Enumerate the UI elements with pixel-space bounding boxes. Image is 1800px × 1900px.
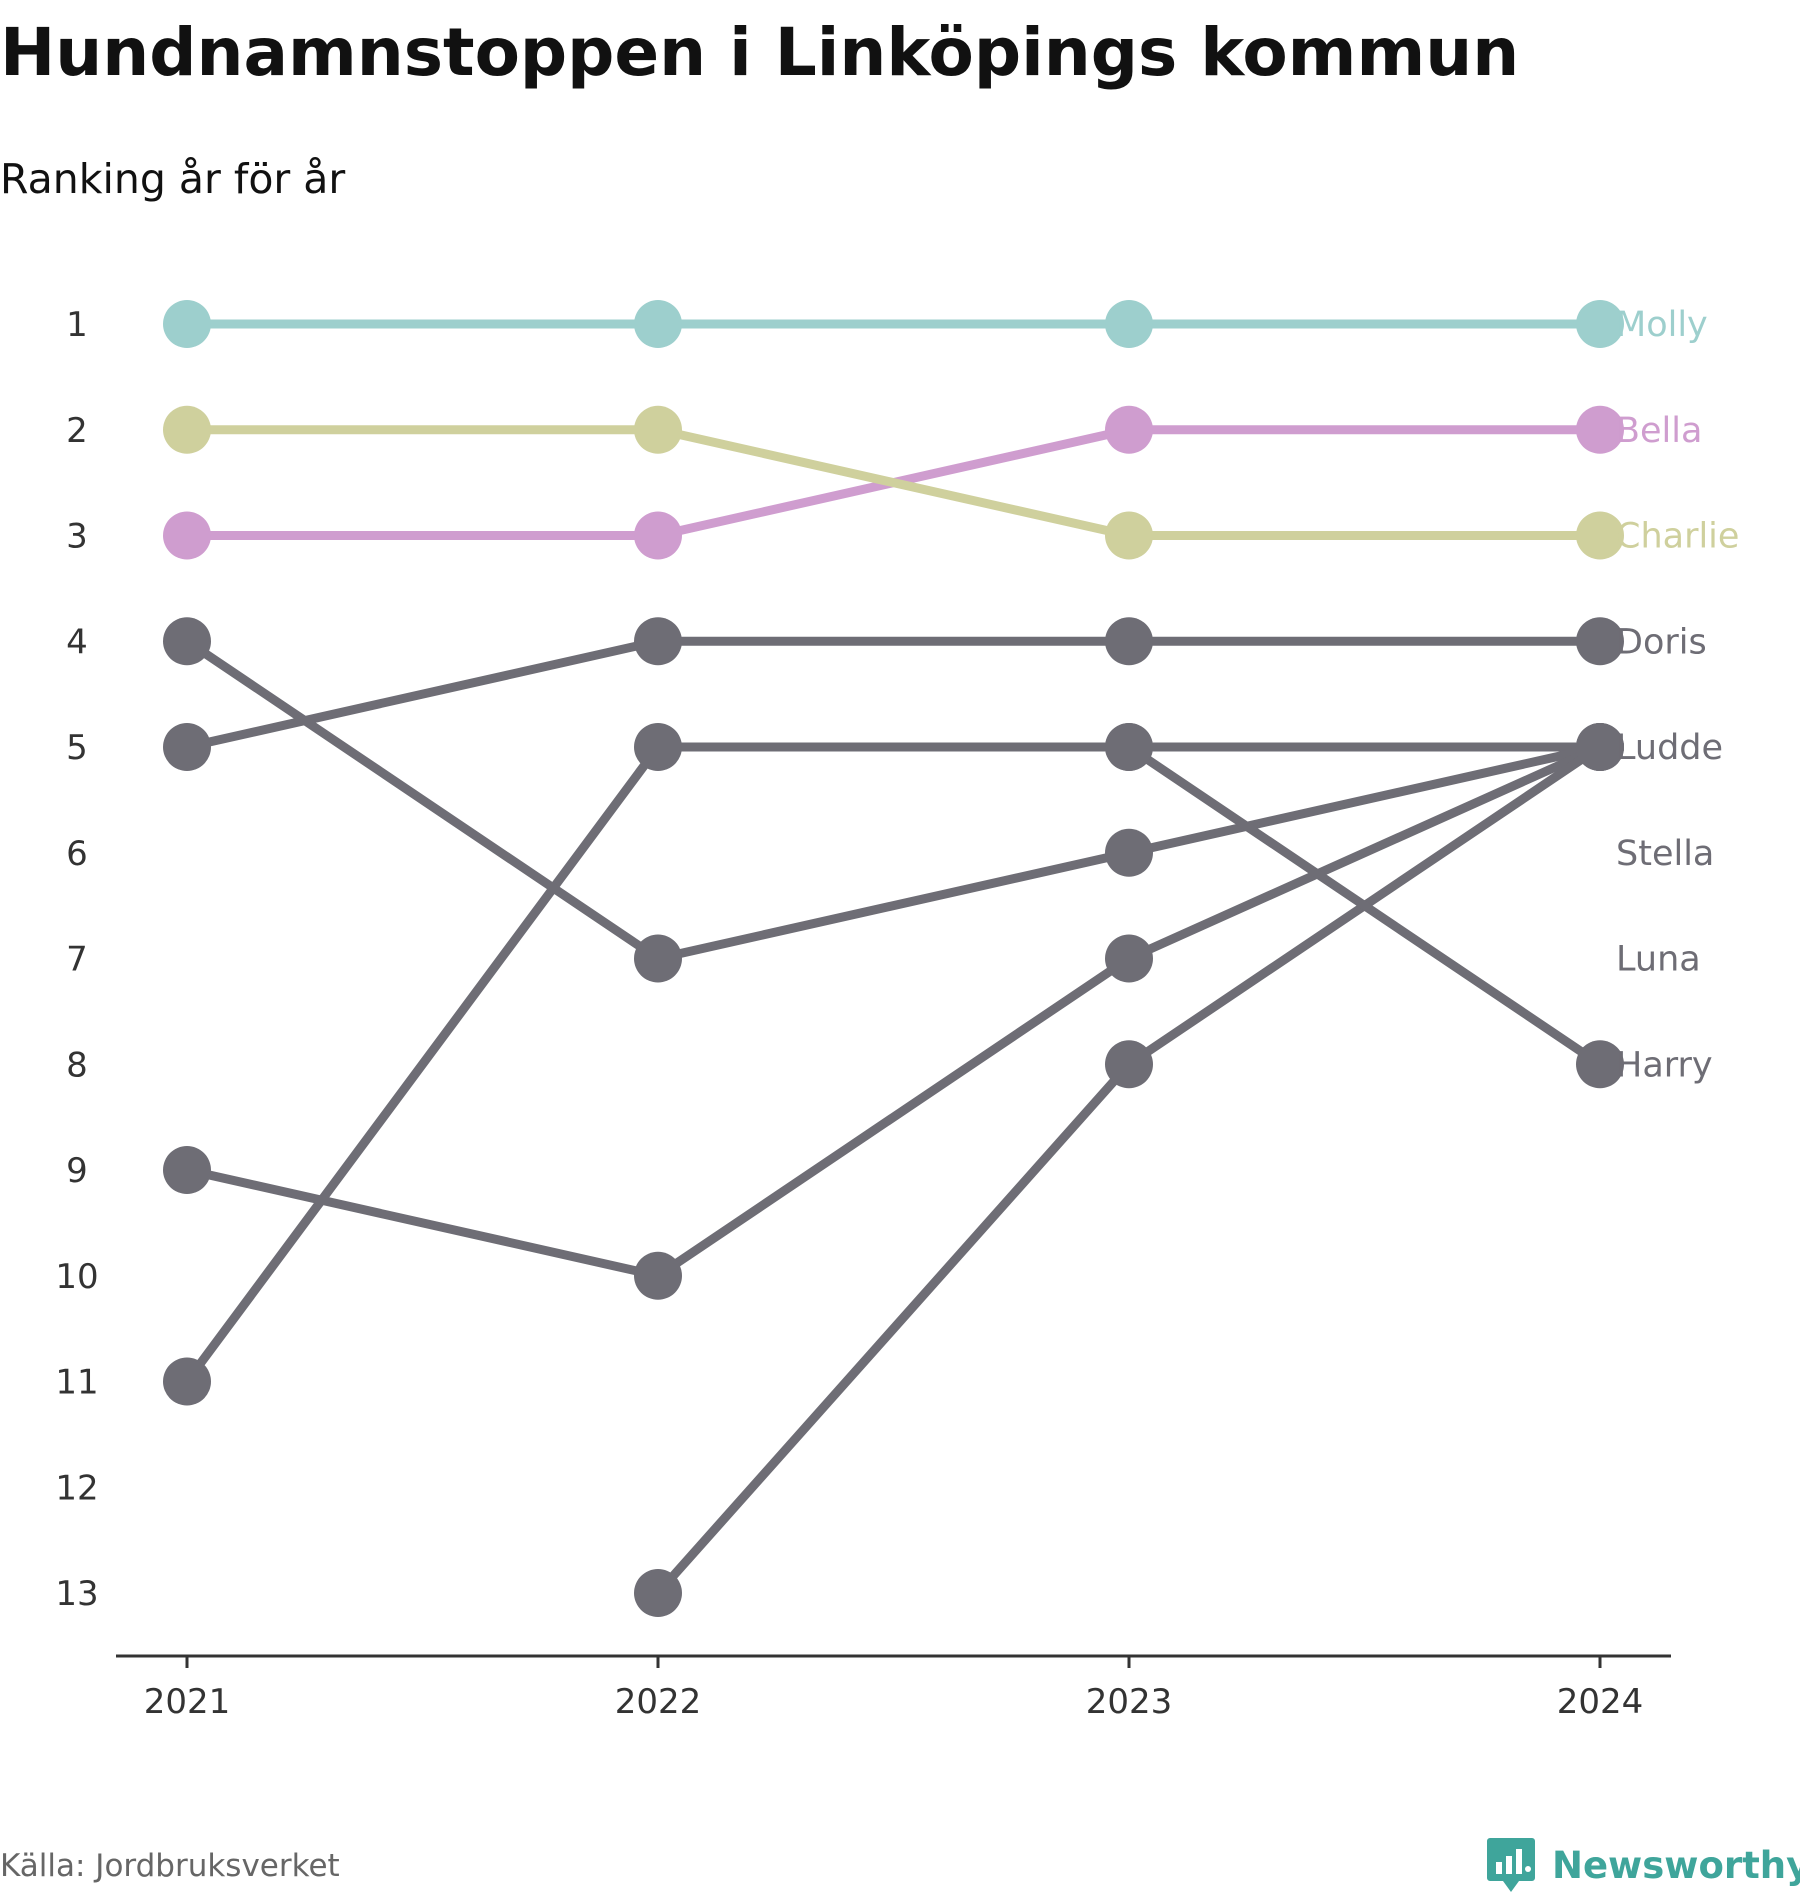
stella-line bbox=[182, 636, 1605, 963]
brand-logo: Newsworthy bbox=[1486, 1836, 1800, 1894]
luna-point-2021 bbox=[163, 1146, 211, 1194]
end-label-bella: Bella bbox=[1616, 411, 1702, 451]
doris-point-2023 bbox=[1105, 617, 1153, 666]
doris-point-2024 bbox=[1576, 617, 1624, 666]
stella-point-2023 bbox=[1105, 828, 1153, 877]
bella-point-2023 bbox=[1105, 405, 1153, 454]
y-tick-label-1: 1 bbox=[66, 305, 88, 345]
source-note: Källa: Jordbruksverket bbox=[0, 1848, 340, 1884]
newsworthy-chart-icon bbox=[1487, 1838, 1535, 1892]
x-tick-label-2021: 2021 bbox=[144, 1682, 231, 1722]
charlie-line bbox=[182, 425, 1605, 540]
y-tick-label-5: 5 bbox=[66, 728, 88, 768]
end-label-luna: Luna bbox=[1616, 940, 1701, 980]
harry-point-2022 bbox=[634, 1569, 682, 1617]
doris-point-2022 bbox=[634, 617, 682, 666]
luna-line bbox=[182, 742, 1605, 1281]
end-label-stella: Stella bbox=[1616, 834, 1714, 874]
y-tick-label-12: 12 bbox=[55, 1468, 98, 1508]
extra-series-line bbox=[1124, 742, 1605, 1069]
ludde-point-2021 bbox=[163, 1357, 211, 1406]
y-tick-label-4: 4 bbox=[66, 622, 88, 662]
charlie-point-2021 bbox=[163, 405, 211, 454]
doris-line bbox=[182, 636, 1605, 752]
molly-point-2021 bbox=[163, 300, 211, 348]
bella-point-2021 bbox=[163, 511, 211, 560]
charlie-point-2023 bbox=[1105, 511, 1153, 560]
molly-point-2022 bbox=[634, 300, 682, 348]
bella-point-2022 bbox=[634, 511, 682, 560]
luna-point-2023 bbox=[1105, 934, 1153, 983]
y-tick-label-3: 3 bbox=[66, 517, 88, 557]
ludde-line bbox=[182, 742, 1605, 1386]
chart-title: Hundnamnstoppen i Linköpings kommun bbox=[0, 14, 1520, 91]
doris-point-2021 bbox=[163, 723, 211, 771]
y-tick-label-7: 7 bbox=[66, 940, 88, 980]
stella-point-2021 bbox=[163, 617, 211, 666]
extra-series-point-2023 bbox=[1105, 723, 1153, 771]
end-label-charlie: Charlie bbox=[1616, 517, 1739, 557]
y-tick-label-9: 9 bbox=[66, 1151, 88, 1191]
x-tick-label-2024: 2024 bbox=[1557, 1682, 1644, 1722]
y-tick-label-13: 13 bbox=[55, 1574, 98, 1614]
luna-point-2022 bbox=[634, 1251, 682, 1300]
end-label-harry: Harry bbox=[1616, 1045, 1713, 1085]
charlie-point-2022 bbox=[634, 405, 682, 454]
brand-name: Newsworthy bbox=[1552, 1843, 1800, 1887]
x-tick-label-2023: 2023 bbox=[1086, 1682, 1173, 1722]
ludde-point-2022 bbox=[634, 723, 682, 771]
molly-point-2023 bbox=[1105, 300, 1153, 348]
end-label-doris: Doris bbox=[1616, 622, 1707, 662]
stella-point-2022 bbox=[634, 934, 682, 983]
y-tick-label-6: 6 bbox=[66, 834, 88, 874]
y-tick-label-10: 10 bbox=[55, 1257, 98, 1297]
chart-subtitle: Ranking år för år bbox=[0, 155, 346, 203]
bella-point-2024 bbox=[1576, 405, 1624, 454]
x-tick-label-2022: 2022 bbox=[615, 1682, 702, 1722]
harry-point-2024 bbox=[1576, 723, 1624, 771]
charlie-point-2024 bbox=[1576, 511, 1624, 560]
molly-point-2024 bbox=[1576, 300, 1624, 348]
harry-point-2023 bbox=[1105, 1040, 1153, 1089]
extra-series-point-2024 bbox=[1576, 1040, 1624, 1089]
y-tick-label-11: 11 bbox=[55, 1363, 98, 1403]
y-tick-label-2: 2 bbox=[66, 411, 88, 451]
end-label-molly: Molly bbox=[1616, 305, 1708, 345]
y-tick-label-8: 8 bbox=[66, 1045, 88, 1085]
end-label-ludde: Ludde bbox=[1616, 728, 1723, 768]
